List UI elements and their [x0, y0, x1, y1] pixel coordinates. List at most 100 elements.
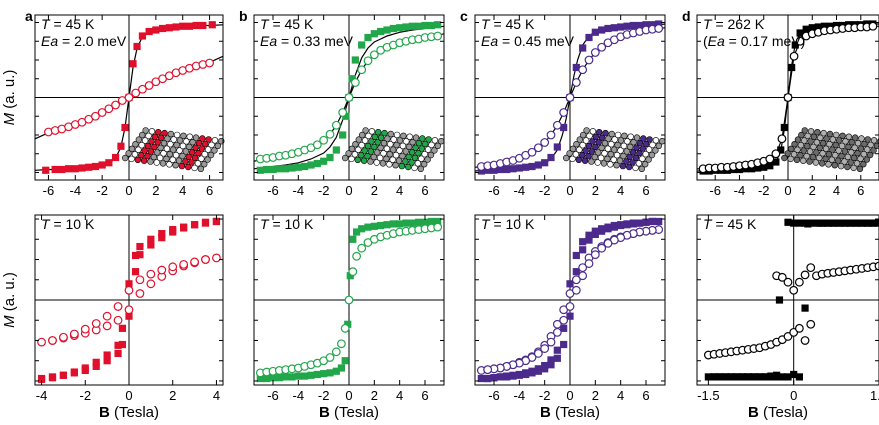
x-tick-label: 4	[833, 183, 840, 198]
data-point-square	[78, 164, 86, 172]
data-point-square	[744, 373, 752, 381]
lattice-atom	[148, 128, 156, 135]
data-point-square	[773, 373, 781, 381]
lattice-atom	[176, 137, 184, 144]
data-point-square	[131, 251, 140, 260]
data-point-square	[490, 374, 498, 382]
data-point-circle	[590, 250, 600, 260]
data-point-circle	[102, 311, 112, 321]
lattice-atom	[144, 152, 151, 160]
x-tick-label: 1.5	[870, 388, 879, 403]
x-tick-label: -2	[539, 388, 551, 403]
data-point-square	[534, 367, 542, 375]
lattice-atom	[619, 162, 627, 170]
lattice-atom	[155, 129, 162, 136]
lattice-atom	[403, 138, 410, 145]
lattice-atom	[594, 149, 602, 156]
x-tick-label: -4	[36, 388, 48, 403]
data-point-square	[804, 220, 812, 228]
lattice-atom	[409, 139, 416, 146]
lattice-atom	[417, 165, 424, 173]
data-point-circle	[777, 134, 787, 144]
data-point-square	[351, 56, 359, 64]
lattice-atom	[434, 142, 441, 150]
lattice-atom	[781, 154, 788, 162]
lattice-atom	[816, 154, 823, 162]
lattice-atom	[189, 139, 196, 146]
data-point-square	[496, 165, 504, 174]
lattice-atom	[828, 156, 836, 163]
data-point-square	[648, 217, 656, 226]
lattice-atom	[636, 139, 644, 147]
data-point-square	[421, 218, 429, 226]
lattice-atom	[380, 140, 388, 147]
lattice-atom	[601, 140, 609, 147]
lattice-atom	[569, 145, 577, 153]
panel-annotation: T = 45 K	[481, 16, 535, 32]
lattice-atom	[569, 155, 576, 163]
data-point-square	[169, 228, 177, 236]
data-point-circle	[800, 336, 810, 345]
data-point-square	[364, 223, 372, 231]
lattice-atom	[601, 150, 608, 157]
lattice-atom	[438, 138, 445, 145]
lattice-atom	[151, 133, 159, 141]
lattice-atom	[652, 147, 659, 154]
lattice-atom	[211, 137, 219, 144]
data-point-square	[610, 223, 618, 231]
lattice-atom	[842, 138, 849, 145]
lattice-atom	[160, 150, 167, 157]
lattice-atom	[377, 134, 385, 141]
x-tick-label: -6	[488, 388, 500, 403]
lattice-atom	[594, 159, 601, 166]
lattice-atom	[157, 134, 165, 141]
data-point-square	[509, 165, 517, 173]
data-point-circle	[344, 295, 354, 305]
lattice-atom	[204, 146, 212, 153]
data-point-square	[477, 167, 485, 175]
lattice-atom	[185, 153, 192, 161]
data-point-square	[750, 373, 758, 381]
lattice-atom	[424, 146, 432, 153]
data-point-square	[349, 235, 357, 243]
x-tick-label: -6	[43, 183, 55, 198]
data-point-square	[396, 24, 404, 32]
lattice-atom	[202, 140, 209, 148]
lattice-atom	[804, 132, 811, 140]
lattice-atom	[851, 134, 859, 141]
lattice-atom	[371, 143, 378, 151]
data-point-square	[617, 23, 625, 31]
data-point-square	[301, 372, 309, 380]
x-tick-label: 4	[396, 183, 403, 198]
lattice-atom	[847, 159, 854, 166]
lattice-atom	[384, 135, 391, 142]
plot-area	[37, 217, 221, 383]
data-point-square	[875, 219, 879, 227]
lattice-atom	[850, 154, 858, 162]
x-tick-label: 0	[566, 183, 573, 198]
lattice-atom	[835, 137, 843, 144]
lattice-atom	[191, 164, 198, 172]
lattice-atom	[390, 136, 397, 143]
lattice-atom	[154, 149, 161, 156]
data-point-square	[313, 159, 321, 168]
data-point-square	[70, 369, 78, 377]
data-point-square	[208, 21, 216, 29]
data-point-square	[301, 162, 309, 171]
lattice-atom	[201, 150, 208, 158]
data-point-square	[585, 33, 593, 42]
lattice-atom	[376, 154, 384, 162]
lattice-atom	[178, 162, 186, 170]
lattice-atom	[608, 140, 615, 148]
x-axis-title: B (Tesla)	[319, 404, 379, 421]
data-point-circle	[546, 337, 556, 347]
data-point-square	[158, 230, 166, 238]
x-tick-label: 6	[642, 183, 649, 198]
data-point-circle	[179, 259, 189, 269]
data-point-square	[383, 26, 391, 34]
lattice-atom	[169, 156, 176, 163]
data-point-circle	[571, 285, 581, 295]
data-point-square	[344, 320, 352, 328]
data-point-circle	[111, 100, 120, 110]
lattice-atom	[807, 128, 815, 135]
